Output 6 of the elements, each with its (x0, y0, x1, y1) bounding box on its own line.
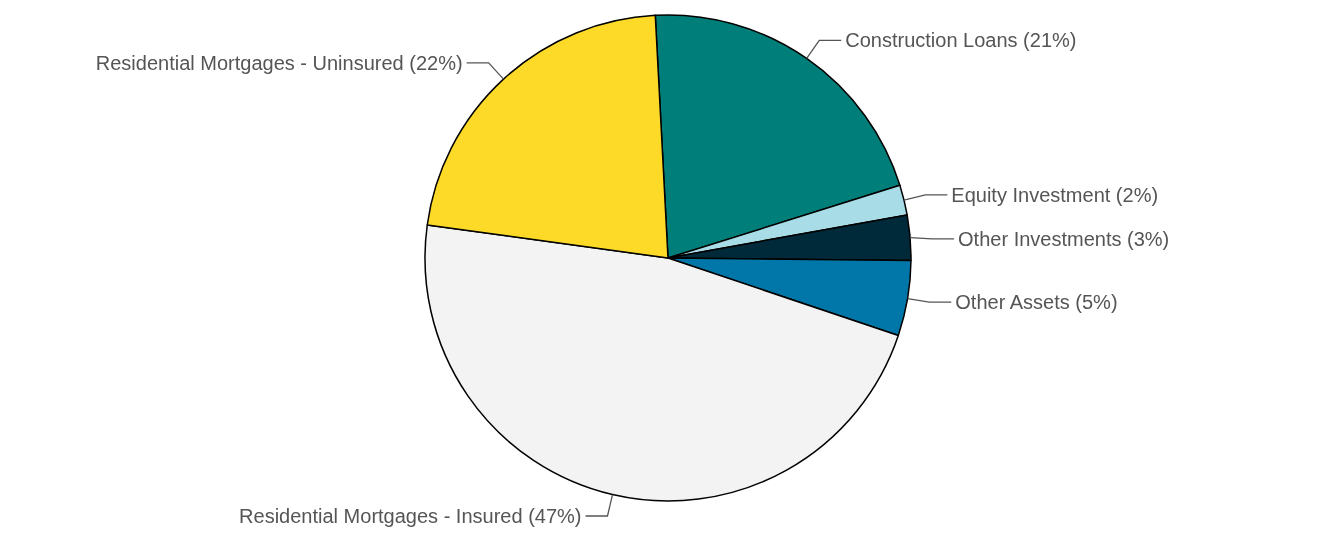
slice-label: Other Assets (5%) (955, 291, 1118, 314)
slice-label: Construction Loans (21%) (845, 29, 1077, 52)
slice-label: Equity Investment (2%) (951, 183, 1159, 206)
slice-label: Other Investments (3%) (958, 227, 1170, 250)
slice-label: Residential Mortgages - Uninsured (22%) (95, 51, 463, 74)
slice-label: Residential Mortgages - Insured (47%) (239, 505, 582, 527)
